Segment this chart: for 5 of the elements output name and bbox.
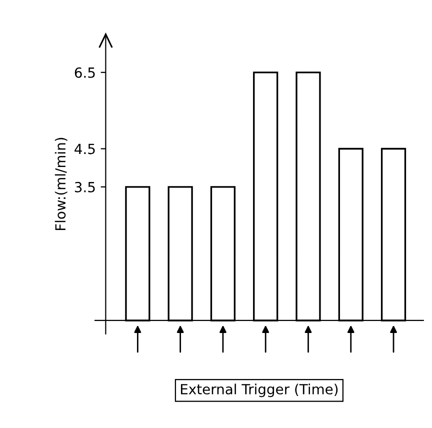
y-tick-label: 4.5 <box>74 144 95 154</box>
x-axis-title: External Trigger (Time) <box>180 384 338 398</box>
y-tick-label: 6.5 <box>74 67 95 78</box>
y-axis-title: Flow:(ml/min) <box>54 138 68 230</box>
y-tick-label: 3.5 <box>74 182 95 192</box>
